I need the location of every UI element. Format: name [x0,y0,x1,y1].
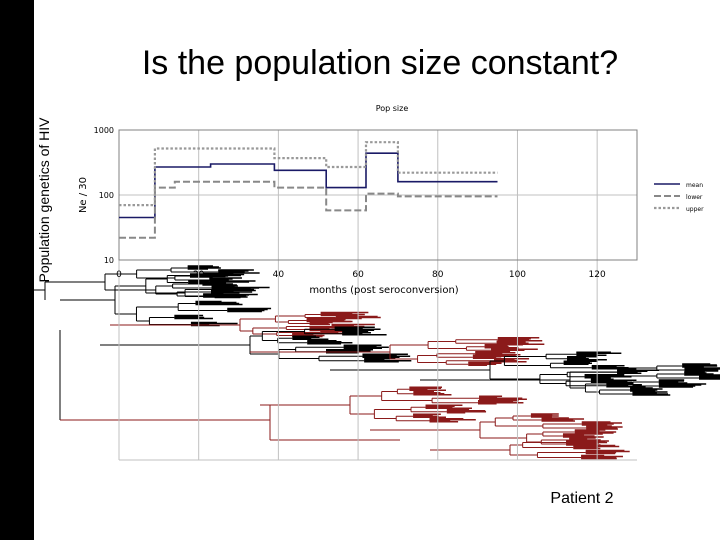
x-tick-label: 20 [193,270,205,280]
chart-legend: mean lower upper [654,182,704,213]
y-tick-label: 1000 [94,126,114,135]
series-mean [119,152,498,219]
y-axis-label: Ne / 30 [78,177,89,213]
legend-label-upper: upper [686,206,704,213]
y-tick-label: 100 [99,191,114,200]
series-upper [119,141,498,207]
y-tick-label: 10 [104,256,114,265]
patient-caption: Patient 2 [550,490,614,507]
x-tick-label: 100 [509,270,526,280]
chart-grid [118,130,637,461]
chart-title: Pop size [376,104,409,113]
plot-area [118,129,638,261]
x-tick-label: 40 [273,270,285,280]
series-lower [119,180,498,239]
x-tick-label: 0 [116,270,122,280]
chart-series [119,141,498,239]
sidebar-bar [0,0,34,540]
phylogenetic-tree [30,265,720,460]
axis-ticks: 0 20 40 60 80 100 120 1000 100 10 [94,126,606,280]
x-tick-label: 80 [432,270,444,280]
slide-title: Is the population size constant? [141,44,619,82]
legend-label-mean: mean [686,182,703,189]
x-tick-label: 60 [352,270,364,280]
legend-label-lower: lower [686,194,703,201]
x-tick-label: 120 [589,270,606,280]
x-axis-label: months (post seroconversion) [309,285,458,296]
